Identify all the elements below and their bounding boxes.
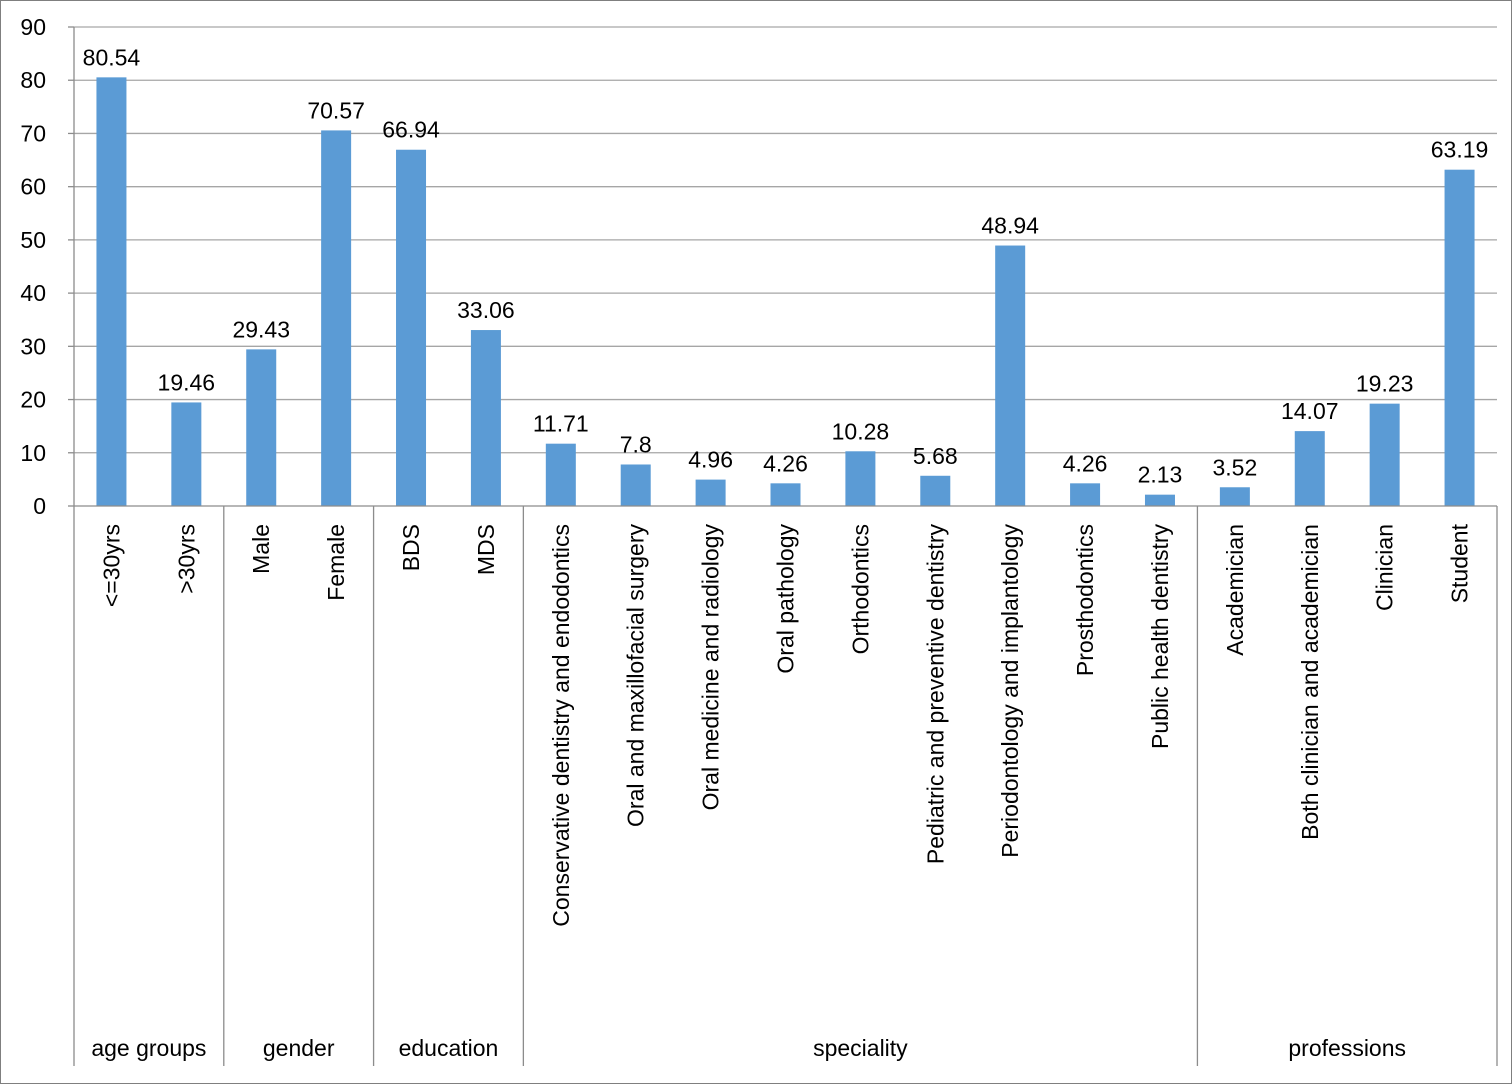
bar-3 (321, 130, 352, 507)
group-label-4: professions (1288, 1035, 1406, 1061)
bar-8 (695, 479, 726, 506)
category-label-17: Clinician (1372, 524, 1398, 611)
bar-5 (470, 330, 501, 506)
y-tick-label-40: 40 (20, 280, 46, 306)
data-label-16: 14.07 (1281, 398, 1339, 424)
y-tick-label-90: 90 (20, 14, 46, 40)
data-label-1: 19.46 (158, 369, 216, 395)
data-label-4: 66.94 (382, 117, 440, 143)
group-label-3: speciality (813, 1035, 908, 1061)
bar-4 (396, 149, 427, 506)
bar-12 (995, 245, 1026, 506)
data-label-15: 3.52 (1212, 454, 1257, 480)
category-label-13: Prosthodontics (1072, 524, 1098, 676)
group-label-1: gender (263, 1035, 335, 1061)
category-label-4: BDS (398, 524, 424, 571)
data-label-6: 11.71 (533, 411, 589, 437)
y-tick-label-70: 70 (20, 120, 46, 146)
category-label-12: Periodontology and implantology (997, 524, 1023, 858)
gridlines (74, 26, 1497, 454)
bar-10 (845, 451, 876, 506)
bar-7 (620, 464, 651, 506)
category-label-11: Pediatric and preventive dentistry (922, 524, 948, 865)
data-label-8: 4.96 (688, 447, 733, 473)
data-label-12: 48.94 (981, 213, 1039, 239)
data-label-10: 10.28 (832, 418, 890, 444)
bar-9 (770, 483, 801, 506)
y-tick-label-20: 20 (20, 387, 46, 413)
data-label-17: 19.23 (1356, 371, 1414, 397)
data-label-5: 33.06 (457, 297, 515, 323)
bar-13 (1070, 483, 1101, 506)
bar-14 (1144, 494, 1175, 506)
y-tick-label-80: 80 (20, 67, 46, 93)
group-labels: age groups gender education speciality profe… (91, 1035, 1406, 1061)
category-label-1: >30yrs (173, 524, 199, 594)
data-label-7: 7.8 (620, 431, 652, 457)
category-label-8: Oral medicine and radiology (698, 524, 724, 811)
y-tick-label-10: 10 (20, 440, 46, 466)
bar-18 (1444, 169, 1475, 506)
bar-17 (1369, 403, 1400, 506)
category-label-3: Female (323, 524, 349, 601)
y-tick-label-30: 30 (20, 333, 46, 359)
bar-0 (96, 77, 127, 507)
data-label-13: 4.26 (1063, 450, 1108, 476)
axes (68, 26, 1498, 1066)
bar-2 (246, 349, 277, 506)
y-tick-label-50: 50 (20, 227, 46, 253)
bar-6 (545, 443, 576, 506)
category-label-7: Oral and maxillofacial surgery (623, 524, 649, 827)
y-tick-label-0: 0 (33, 493, 46, 519)
bar-15 (1219, 487, 1250, 506)
data-label-18: 63.19 (1431, 137, 1489, 163)
y-axis-tick-labels: 0 10 20 30 40 50 60 70 80 90 (20, 14, 46, 519)
y-tick-label-60: 60 (20, 174, 46, 200)
category-label-6: Conservative dentistry and endodontics (548, 524, 574, 927)
category-label-16: Both clinician and academician (1297, 524, 1323, 840)
data-label-2: 29.43 (232, 316, 290, 342)
category-label-14: Public health dentistry (1147, 524, 1173, 750)
data-label-11: 5.68 (913, 443, 958, 469)
category-label-2: Male (248, 524, 274, 574)
category-label-9: Oral pathology (773, 524, 799, 674)
bar-1 (171, 402, 202, 506)
data-label-14: 2.13 (1138, 462, 1183, 488)
data-label-3: 70.57 (307, 97, 365, 123)
data-label-0: 80.54 (83, 44, 141, 70)
category-label-5: MDS (473, 524, 499, 575)
group-label-0: age groups (91, 1035, 206, 1061)
bars (96, 77, 1475, 507)
category-label-15: Academician (1222, 524, 1248, 656)
category-label-0: <=30yrs (98, 524, 124, 607)
data-labels: 80.54 19.46 29.43 70.57 66.94 33.06 11.71 7.8 4.… (83, 44, 1489, 487)
bar-16 (1294, 431, 1325, 506)
category-label-18: Student (1447, 523, 1473, 603)
bar-11 (920, 475, 951, 506)
data-label-9: 4.26 (763, 450, 808, 476)
group-label-2: education (399, 1035, 499, 1061)
category-labels: <=30yrs >30yrs Male Female BDS MDS Conservativ… (98, 523, 1472, 926)
category-label-10: Orthodontics (847, 524, 873, 654)
